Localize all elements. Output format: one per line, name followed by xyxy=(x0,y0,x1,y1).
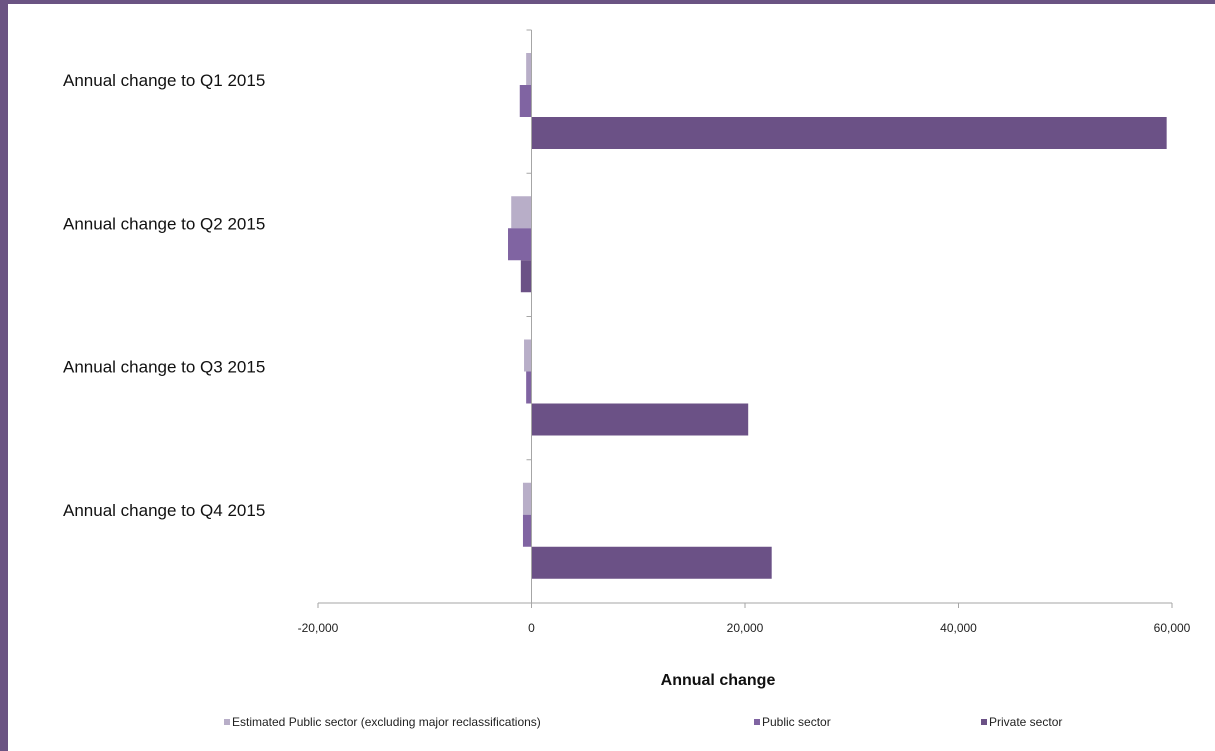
category-label: Annual change to Q3 2015 xyxy=(63,358,265,377)
bar-1-series-2 xyxy=(519,85,532,117)
category-label: Annual change to Q2 2015 xyxy=(63,214,265,233)
bar-2-series-1 xyxy=(511,196,532,229)
legend-label-3: Private sector xyxy=(989,715,1062,729)
bar-2-series-3 xyxy=(520,260,532,293)
axis-layer: -20,000 0 20,000 40,000 60,000 xyxy=(298,29,1191,635)
x-tick-label: 0 xyxy=(528,621,535,635)
bar-3-series-1 xyxy=(524,339,532,372)
bar-3-series-2 xyxy=(526,371,532,404)
legend-label-1: Estimated Public sector (excluding major… xyxy=(232,715,541,729)
category-label: Annual change to Q1 2015 xyxy=(63,71,265,90)
legend-swatch-1 xyxy=(224,719,230,725)
x-axis-title: Annual change xyxy=(661,672,776,689)
x-tick-label: 20,000 xyxy=(727,621,764,635)
legend-swatch-2 xyxy=(754,719,760,725)
labels-layer: Annual change to Q1 2015 Annual change to… xyxy=(63,71,265,520)
bar-1-series-1 xyxy=(526,53,532,85)
bar-1-series-3 xyxy=(531,117,1167,149)
bar-3-series-3 xyxy=(531,403,749,436)
bar-4-series-1 xyxy=(522,482,532,515)
legend: Estimated Public sector (excluding major… xyxy=(224,715,1062,729)
bars-layer xyxy=(508,53,1167,579)
x-tick-label: 40,000 xyxy=(940,621,977,635)
legend-label-2: Public sector xyxy=(762,715,831,729)
bar-4-series-3 xyxy=(531,546,772,579)
x-tick-label: -20,000 xyxy=(298,621,339,635)
x-tick-label: 60,000 xyxy=(1154,621,1191,635)
bar-4-series-2 xyxy=(522,514,532,547)
bar-2-series-2 xyxy=(508,228,532,261)
category-label: Annual change to Q4 2015 xyxy=(63,501,265,520)
legend-swatch-3 xyxy=(981,719,987,725)
